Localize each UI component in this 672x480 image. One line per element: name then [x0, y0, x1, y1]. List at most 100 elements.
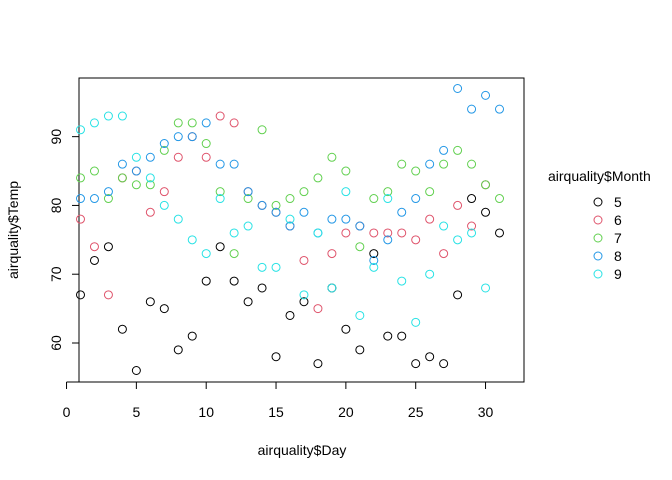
data-point — [159, 139, 169, 149]
data-point — [201, 276, 211, 286]
data-point — [425, 352, 435, 362]
legend: airquality$Month 5 6 7 8 9 — [548, 168, 651, 282]
data-point — [271, 262, 281, 272]
data-point — [411, 359, 421, 369]
data-point — [439, 159, 449, 169]
data-point — [159, 200, 169, 210]
data-point — [243, 297, 253, 307]
data-point — [397, 159, 407, 169]
legend-marker — [593, 251, 603, 261]
data-point — [173, 118, 183, 128]
data-point — [425, 159, 435, 169]
series-month-9 — [76, 111, 491, 327]
legend-item-7: 7 — [593, 230, 622, 246]
data-point — [313, 173, 323, 183]
data-point — [355, 310, 365, 320]
data-point — [467, 221, 477, 231]
data-point — [215, 187, 225, 197]
data-point — [453, 145, 463, 155]
data-point — [271, 200, 281, 210]
legend-marker — [593, 215, 603, 225]
data-point — [117, 111, 127, 121]
data-point — [411, 317, 421, 327]
data-point — [257, 125, 267, 135]
data-point — [369, 255, 379, 265]
data-point — [467, 104, 477, 114]
data-point — [453, 235, 463, 245]
legend-label: 7 — [614, 230, 622, 246]
data-point — [145, 207, 155, 217]
data-point — [201, 249, 211, 259]
data-point — [481, 90, 491, 100]
data-point — [285, 310, 295, 320]
data-point — [229, 118, 239, 128]
data-point — [439, 249, 449, 259]
data-point — [299, 187, 309, 197]
data-point — [299, 290, 309, 300]
data-point — [257, 262, 267, 272]
data-point — [187, 132, 197, 142]
data-point — [103, 194, 113, 204]
x-axis-label: airquality$Day — [258, 442, 347, 458]
legend-label: 8 — [614, 248, 622, 264]
y-axis: 60 70 80 90 — [48, 129, 80, 351]
data-point — [215, 194, 225, 204]
data-point — [383, 235, 393, 245]
data-point — [369, 262, 379, 272]
data-point — [201, 152, 211, 162]
data-point — [187, 118, 197, 128]
data-point — [285, 194, 295, 204]
data-point — [145, 152, 155, 162]
data-point — [467, 159, 477, 169]
x-tick-label: 0 — [63, 404, 71, 420]
data-point — [439, 145, 449, 155]
x-tick-label: 5 — [132, 404, 140, 420]
data-point — [481, 207, 491, 217]
data-point — [76, 214, 85, 224]
data-point — [495, 194, 505, 204]
data-point — [257, 283, 267, 293]
legend-item-5: 5 — [593, 194, 622, 210]
data-point — [355, 345, 365, 355]
data-point — [117, 159, 127, 169]
data-point — [243, 187, 253, 197]
y-tick-label: 60 — [48, 335, 64, 351]
data-point — [145, 297, 155, 307]
data-point — [89, 242, 99, 252]
y-tick-label: 80 — [48, 197, 64, 213]
data-point — [131, 366, 141, 375]
data-point — [229, 159, 239, 169]
data-point — [299, 255, 309, 265]
data-point — [299, 207, 309, 217]
data-point — [89, 118, 99, 128]
x-tick-label: 15 — [268, 404, 284, 420]
data-point — [76, 194, 85, 204]
series-month-7 — [76, 118, 505, 259]
data-point — [173, 345, 183, 355]
data-point — [271, 207, 281, 217]
legend-item-6: 6 — [593, 212, 622, 228]
data-point — [76, 125, 85, 135]
y-tick-label: 70 — [48, 266, 64, 282]
data-point — [411, 235, 421, 245]
data-point — [299, 297, 309, 307]
data-point — [439, 359, 449, 369]
data-point — [215, 111, 225, 121]
data-point — [453, 200, 463, 210]
data-point — [243, 194, 253, 204]
data-point — [145, 173, 155, 183]
data-point — [187, 235, 197, 245]
x-axis: 0 5 10 15 20 25 30 — [63, 381, 494, 420]
data-point — [355, 242, 365, 252]
data-point — [481, 180, 491, 190]
legend-marker — [593, 197, 603, 207]
data-point — [243, 221, 253, 231]
data-point — [103, 111, 113, 121]
data-point — [201, 118, 211, 128]
data-point — [341, 228, 351, 238]
data-point — [229, 249, 239, 259]
data-point — [201, 139, 211, 149]
data-point — [271, 352, 281, 362]
y-tick-label: 90 — [48, 129, 64, 145]
